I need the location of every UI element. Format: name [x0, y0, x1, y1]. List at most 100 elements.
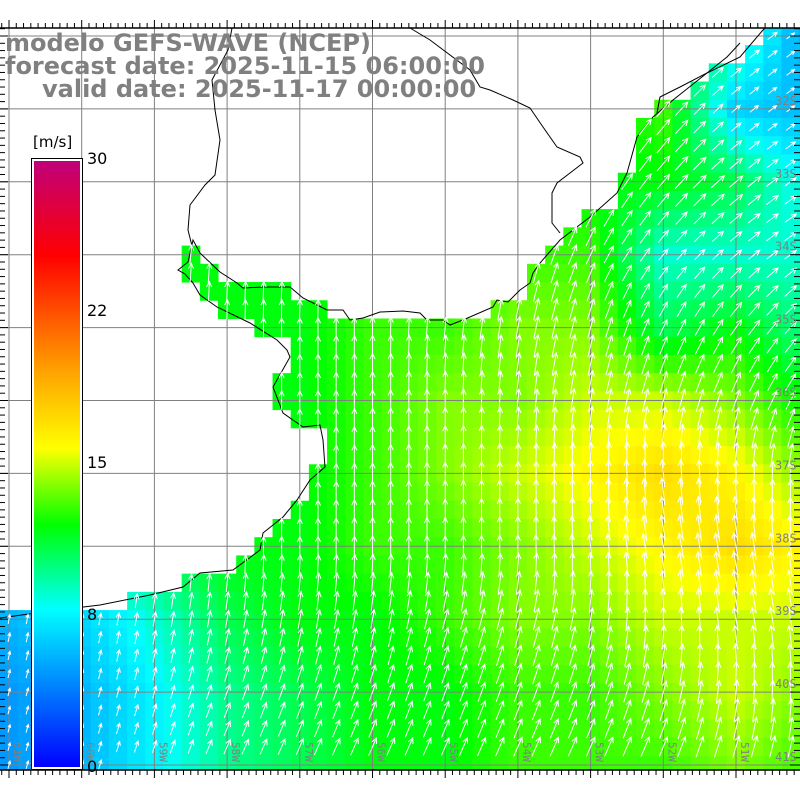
- wind-arrow: [786, 68, 796, 76]
- wind-arrow: [350, 700, 359, 720]
- wind-arrow: [659, 698, 668, 721]
- wind-arrow: [296, 371, 303, 392]
- wind-arrow: [351, 553, 358, 575]
- wind-arrow: [333, 645, 341, 665]
- wind-arrow: [639, 247, 651, 262]
- wind-arrow: [677, 735, 687, 758]
- wind-arrow: [369, 571, 376, 593]
- wind-arrow: [515, 333, 522, 357]
- wind-arrow: [568, 662, 577, 685]
- wind-arrow: [224, 298, 231, 319]
- wind-arrow: [748, 231, 761, 242]
- wind-arrow: [695, 569, 702, 596]
- wind-arrow: [170, 647, 176, 663]
- wind-arrow: [695, 587, 702, 614]
- wind-arrow: [459, 681, 468, 702]
- wind-arrow: [387, 663, 395, 684]
- wind-arrow: [551, 333, 559, 358]
- graticule-labels: 61W 60W 59W 58W 57W 56W 55W 54W 53W 52W 51W 32S 33S 3…: [11, 94, 797, 764]
- wind-arrow: [514, 625, 523, 649]
- wind-cell: [381, 755, 401, 771]
- wind-arrow: [768, 606, 775, 632]
- wind-arrow: [551, 551, 558, 577]
- wind-arrow: [567, 736, 578, 757]
- colorbar-tick-label: 22: [87, 301, 108, 320]
- wind-arrow: [315, 571, 322, 593]
- wind-arrow: [588, 405, 595, 431]
- wind-arrow: [296, 682, 304, 701]
- wind-arrow: [642, 661, 650, 685]
- wind-arrow: [223, 701, 231, 718]
- wind-arrow: [170, 629, 176, 645]
- wind-arrow: [694, 318, 705, 336]
- wind-arrow: [766, 231, 780, 242]
- wind-arrow: [586, 662, 596, 685]
- wind-arrow: [640, 300, 650, 318]
- wind-arrow: [748, 319, 761, 336]
- wind-arrow: [333, 444, 340, 466]
- wind-arrow: [259, 719, 268, 737]
- wind-arrow: [749, 606, 757, 632]
- wind-arrow: [748, 301, 761, 317]
- wind-arrow: [495, 736, 505, 757]
- wind-arrow: [497, 297, 504, 321]
- wind-arrow: [496, 644, 505, 666]
- wind-arrow: [786, 87, 796, 95]
- wind-arrow: [712, 266, 724, 279]
- wind-arrow: [713, 371, 723, 393]
- wind-arrow: [151, 739, 158, 753]
- wind-arrow: [570, 387, 577, 413]
- wind-arrow: [550, 243, 559, 265]
- wind-arrow: [551, 297, 559, 321]
- wind-arrow: [314, 371, 322, 393]
- wind-arrow: [387, 645, 395, 666]
- wind-arrow: [404, 718, 414, 738]
- wind-arrow: [115, 630, 121, 644]
- wind-arrow: [368, 700, 377, 720]
- wind-arrow: [460, 589, 468, 612]
- wind-arrow: [569, 333, 577, 358]
- wind-arrow: [550, 644, 559, 667]
- wind-arrow: [315, 627, 322, 647]
- wind-arrow: [675, 192, 689, 207]
- wind-arrow: [477, 663, 487, 684]
- wind-arrow: [333, 389, 340, 411]
- wind-arrow: [333, 627, 341, 647]
- wind-arrow: [333, 334, 340, 356]
- wind-arrow: [188, 684, 195, 700]
- wind-arrow: [586, 279, 596, 302]
- wind-arrow: [767, 31, 779, 41]
- wind-arrow: [585, 244, 596, 265]
- wind-arrow: [622, 736, 632, 757]
- wind-arrow: [242, 627, 250, 647]
- wind-arrow: [134, 666, 140, 681]
- wind-arrow: [206, 683, 213, 700]
- wind-arrow: [674, 101, 689, 117]
- lat-label: 39S: [775, 604, 797, 618]
- wind-arrow: [405, 663, 414, 684]
- wind-arrow: [732, 477, 739, 505]
- wind-arrow: [640, 264, 651, 281]
- valid-date: valid date: 2025-11-17 00:00:00: [42, 75, 477, 103]
- wind-arrow: [784, 213, 798, 223]
- wind-arrow: [25, 705, 30, 715]
- wind-arrow: [315, 608, 322, 629]
- wind-arrow: [624, 405, 632, 431]
- wind-arrow: [388, 571, 395, 593]
- wind-arrow: [315, 645, 322, 665]
- wind-arrow: [641, 514, 648, 541]
- wind-arrow: [477, 644, 487, 666]
- wind-arrow: [712, 301, 724, 317]
- wind-arrow: [296, 353, 303, 374]
- wind-arrow: [459, 718, 468, 738]
- axis-ticks: [0, 20, 800, 778]
- wind-arrow: [242, 280, 249, 301]
- wind-arrow: [551, 570, 558, 595]
- wind-arrow: [260, 572, 267, 593]
- wind-arrow: [187, 720, 195, 736]
- wind-arrow: [25, 631, 30, 643]
- wind-arrow: [623, 459, 630, 487]
- wind-arrow: [442, 608, 450, 630]
- wind-arrow: [278, 682, 286, 701]
- wind-arrow: [694, 248, 706, 261]
